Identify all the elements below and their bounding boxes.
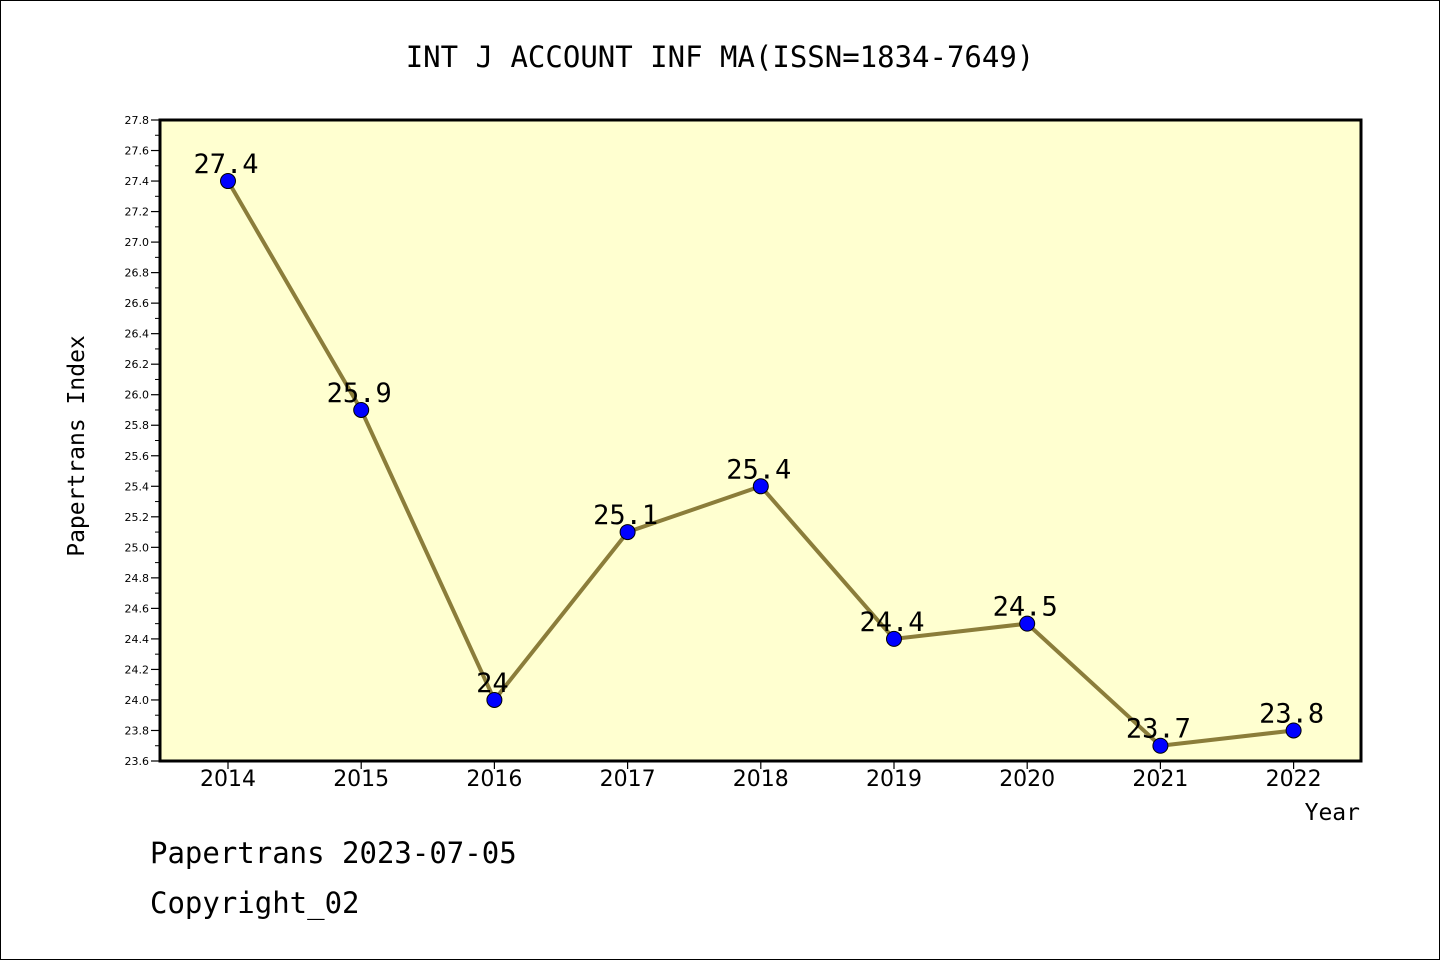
- y-tick-label: 27.8: [125, 114, 150, 127]
- data-point: [1152, 737, 1169, 754]
- data-label: 24.5: [993, 592, 1058, 623]
- y-tick-label: 24.6: [125, 602, 150, 615]
- x-axis: 2014 2015 2016 2017 2018 2019 2020 2021 2022: [200, 761, 1322, 792]
- x-tick-label: 2015: [333, 767, 389, 792]
- x-tick-label: 2022: [1266, 767, 1322, 792]
- x-axis-label: Year: [1305, 800, 1360, 826]
- y-tick-label: 26.2: [125, 358, 150, 371]
- data-point: [1285, 722, 1302, 739]
- data-label: 25.9: [327, 378, 392, 409]
- data-label: 27.4: [193, 149, 258, 180]
- x-tick-label: 2017: [600, 767, 656, 792]
- x-tick-label: 2016: [466, 767, 522, 792]
- y-tick-label: 26.8: [125, 267, 150, 280]
- y-tick-label: 25.2: [125, 511, 150, 524]
- y-tick-label: 25.8: [125, 419, 150, 432]
- x-tick-label: 2018: [733, 767, 789, 792]
- y-tick-label: 24.2: [125, 663, 150, 676]
- data-point: [220, 173, 236, 190]
- y-tick-label: 24.8: [125, 572, 150, 585]
- plot-area: [158, 118, 1363, 763]
- y-axis: 23.6 23.8 24.0 24.2 24.4 24.6 24.8 25.0 25.2 25.4…: [125, 114, 160, 768]
- y-tick-label: 26.0: [125, 389, 150, 402]
- footer-date: Papertrans 2023-07-05: [150, 836, 517, 870]
- x-tick-label: 2014: [200, 767, 256, 792]
- y-tick-label: 26.6: [125, 297, 150, 310]
- y-tick-label: 24.0: [125, 694, 150, 707]
- y-tick-label: 23.8: [125, 724, 150, 737]
- x-tick-label: 2020: [999, 767, 1055, 792]
- data-point: [486, 691, 503, 708]
- y-tick-label: 27.4: [125, 175, 150, 188]
- chart-title: INT J ACCOUNT INF MA(ISSN=1834-7649): [406, 40, 1035, 74]
- y-tick-label: 27.2: [125, 206, 150, 219]
- data-label: 25.1: [593, 500, 658, 531]
- data-point: [619, 524, 636, 541]
- data-label: 25.4: [726, 454, 791, 485]
- y-tick-label: 26.4: [125, 328, 150, 341]
- data-label: 23.8: [1259, 698, 1324, 729]
- data-point: [752, 478, 769, 495]
- y-tick-label: 24.4: [125, 633, 150, 646]
- y-tick-label: 25.4: [125, 480, 150, 493]
- x-tick-label: 2021: [1132, 767, 1188, 792]
- data-label: 24: [476, 668, 509, 699]
- data-point: [886, 630, 902, 647]
- data-label: 24.4: [859, 607, 924, 638]
- y-tick-label: 25.6: [125, 450, 150, 463]
- data-point: [1019, 615, 1036, 632]
- data-label: 23.7: [1126, 714, 1191, 745]
- series-line-group: 27.4 25.9 24 25.1 25.4 24.4 24.5 23.7 23.8: [193, 149, 1324, 754]
- y-axis-label: Papertrans Index: [64, 335, 90, 557]
- footer-copyright: Copyright_02: [150, 886, 360, 920]
- y-tick-label: 27.6: [125, 145, 150, 158]
- data-point: [353, 401, 370, 418]
- y-tick-label: 23.6: [125, 755, 150, 768]
- x-tick-label: 2019: [866, 767, 922, 792]
- y-tick-label: 27.0: [125, 236, 150, 249]
- y-tick-label: 25.0: [125, 541, 150, 554]
